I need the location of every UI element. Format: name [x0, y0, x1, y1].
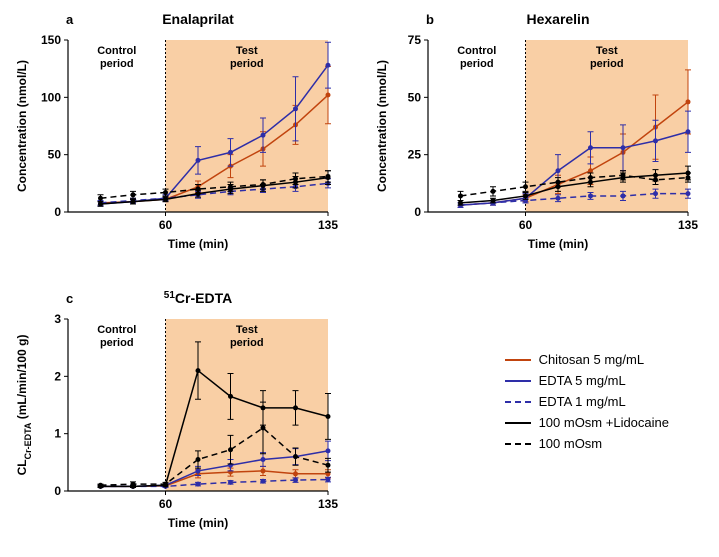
xtick-label: 135 [318, 218, 338, 232]
ytick-label: 50 [407, 90, 421, 104]
ytick-label: 0 [414, 205, 421, 219]
chart-b: 0 25 50 75 60 135 Time (min) Concentration (nmo… [370, 10, 700, 260]
legend-swatch [505, 380, 531, 382]
legend-item: Chitosan 5 mg/mL [505, 352, 669, 367]
legend-panel: Chitosan 5 mg/mL EDTA 5 mg/mL EDTA 1 mg/mL… [370, 289, 710, 548]
control-period-label: Control [457, 45, 496, 57]
xtick-label: 60 [518, 218, 532, 232]
legend-label: 100 mOsm [539, 436, 603, 451]
panel-cr-edta: 0 1 2 3 60 135 Time (min) CLCr-EDTA (mL/min/100… [10, 289, 350, 548]
ylabel: Concentration (nmol/L) [15, 60, 29, 192]
legend-swatch [505, 401, 531, 403]
legend-swatch [505, 443, 531, 445]
test-period-label: Test [236, 324, 258, 336]
xtick-label: 135 [318, 497, 338, 511]
legend-item: 100 mOsm [505, 436, 669, 451]
control-period-label: Control [97, 324, 136, 336]
legend-item: EDTA 1 mg/mL [505, 394, 669, 409]
test-period-label: period [230, 58, 264, 70]
test-period-label: Test [595, 45, 617, 57]
xlabel: Time (min) [527, 237, 587, 251]
xtick-label: 135 [677, 218, 697, 232]
test-period-label: period [589, 58, 623, 70]
control-period-label: period [100, 58, 134, 70]
panel-title: Enalaprilat [162, 11, 234, 27]
legend-swatch [505, 359, 531, 361]
legend: Chitosan 5 mg/mL EDTA 5 mg/mL EDTA 1 mg/mL… [505, 346, 669, 457]
panel-title: 51Cr-EDTA [164, 289, 232, 306]
ytick-label: 50 [48, 148, 62, 162]
control-period-label: Control [97, 45, 136, 57]
panel-letter: c [66, 291, 73, 306]
xlabel: Time (min) [168, 516, 228, 530]
legend-swatch [505, 422, 531, 424]
legend-label: Chitosan 5 mg/mL [539, 352, 645, 367]
xlabel: Time (min) [168, 237, 228, 251]
figure-grid: 05010015060135Time (min)Concentration (n… [10, 10, 709, 547]
panel-letter: a [66, 12, 74, 27]
ytick-label: 1 [54, 426, 61, 440]
panel-enalaprilat: 0 50 100 150 60 135 Time (min) Concentration (n… [10, 10, 350, 269]
test-period-label: period [230, 337, 264, 349]
panel-letter: b [426, 12, 434, 27]
legend-label: 100 mOsm +Lidocaine [539, 415, 669, 430]
legend-label: EDTA 5 mg/mL [539, 373, 626, 388]
legend-label: EDTA 1 mg/mL [539, 394, 626, 409]
test-period-label: Test [236, 45, 258, 57]
ytick-label: 2 [54, 369, 61, 383]
ytick-label: 0 [54, 484, 61, 498]
xtick-label: 60 [159, 218, 173, 232]
ytick-label: 3 [54, 312, 61, 326]
ytick-label: 100 [41, 90, 61, 104]
chart-a: 0 50 100 150 60 135 Time (min) Concentration (n… [10, 10, 340, 260]
ylabel: Concentration (nmol/L) [375, 60, 389, 192]
panel-title: Hexarelin [526, 11, 589, 27]
ytick-label: 150 [41, 33, 61, 47]
control-period-label: period [100, 337, 134, 349]
legend-item: EDTA 5 mg/mL [505, 373, 669, 388]
control-period-label: period [459, 58, 493, 70]
legend-item: 100 mOsm +Lidocaine [505, 415, 669, 430]
ytick-label: 0 [54, 205, 61, 219]
ytick-label: 75 [407, 33, 421, 47]
ytick-label: 25 [407, 148, 421, 162]
xtick-label: 60 [159, 497, 173, 511]
panel-hexarelin: 0 25 50 75 60 135 Time (min) Concentration (nmo… [370, 10, 710, 269]
chart-c: 0 1 2 3 60 135 Time (min) CLCr-EDTA (mL/min/100… [10, 289, 340, 539]
ylabel: CLCr-EDTA (mL/min/100 g) [15, 334, 33, 475]
